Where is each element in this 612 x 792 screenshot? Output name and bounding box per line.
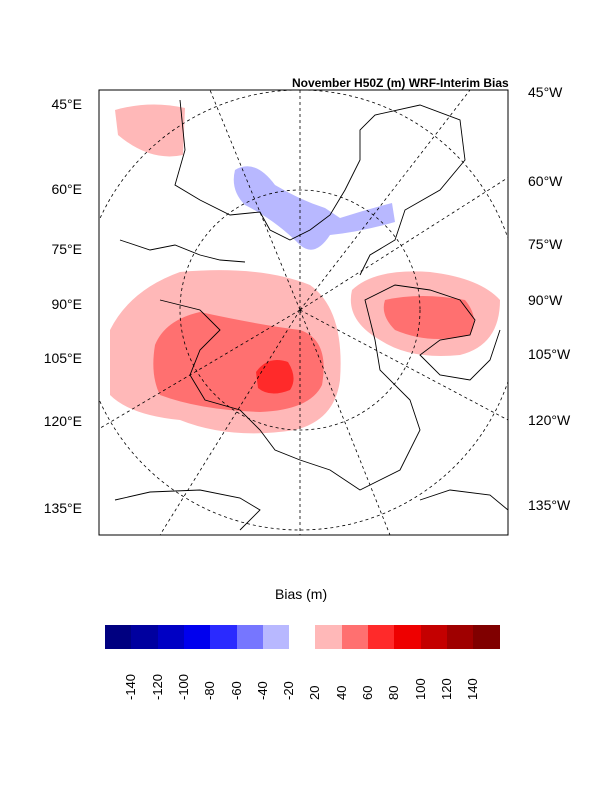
- bias-contour-positive-60-west: [256, 359, 294, 394]
- right-longitude-label: 75°W: [528, 236, 563, 252]
- colorbar-tick-label: 120: [438, 678, 454, 700]
- bias-contour-positive-40-east: [383, 296, 474, 339]
- right-longitude-label: 90°W: [528, 292, 563, 308]
- colorbar-box: [236, 625, 264, 649]
- bias-contour-positive-20: [115, 104, 185, 157]
- colorbar-tick-label: 140: [465, 678, 481, 700]
- colorbar-box: [315, 625, 343, 649]
- right-longitude-label: 60°W: [528, 173, 563, 189]
- plot-frame: [98, 89, 509, 536]
- colorbar-box: [131, 625, 159, 649]
- colorbar-tick-label: 40: [333, 685, 349, 700]
- colorbar-box: [262, 625, 290, 649]
- colorbar-tick-label: -20: [281, 681, 297, 700]
- colorbar-tick-label: -40: [254, 681, 270, 700]
- left-longitude-label: 120°E: [43, 413, 82, 429]
- colorbar-box: [473, 625, 500, 649]
- right-longitude-label: 45°W: [528, 84, 563, 100]
- plot-title: November H50Z (m) WRF-Interim Bias: [292, 76, 509, 90]
- colorbar-box: [289, 625, 316, 649]
- colorbar-tick-label: -140: [123, 673, 139, 700]
- colorbar-tick-label: -100: [175, 673, 191, 700]
- colorbar-box: [368, 625, 395, 649]
- colorbar-tick-label: 60: [360, 685, 375, 700]
- colorbar-box: [446, 625, 474, 649]
- coastlines: [114, 99, 508, 531]
- colorbar-tick-label: -120: [149, 673, 165, 700]
- colorbar-tick-label: -60: [228, 681, 244, 700]
- colorbar-tick-label: 100: [412, 678, 428, 700]
- colorbar-tick-label: 80: [386, 685, 402, 700]
- colorbar-box: [420, 625, 448, 649]
- right-longitude-label: 120°W: [528, 412, 571, 428]
- left-longitude-label: 105°E: [43, 350, 82, 366]
- left-longitude-label: 135°E: [43, 500, 82, 516]
- right-longitude-label: 105°W: [528, 346, 571, 362]
- colorbar-title: Bias (m): [275, 586, 328, 602]
- left-longitude-label: 75°E: [51, 241, 82, 257]
- colorbar-box: [341, 625, 369, 649]
- right-longitude-label: 135°W: [528, 497, 571, 513]
- left-longitude-label: 90°E: [51, 296, 82, 312]
- bias-contour-negative-20: [233, 166, 395, 250]
- colorbar-box: [394, 625, 422, 649]
- colorbar-box: [210, 625, 237, 649]
- left-longitude-label: 45°E: [51, 96, 82, 112]
- colorbar-box: [183, 625, 211, 649]
- colorbar-box: [105, 625, 132, 649]
- colorbar-tick-label: -80: [202, 681, 218, 700]
- left-longitude-label: 60°E: [51, 181, 82, 197]
- colorbar-box: [157, 625, 185, 649]
- colorbar-tick-label: 20: [307, 685, 323, 700]
